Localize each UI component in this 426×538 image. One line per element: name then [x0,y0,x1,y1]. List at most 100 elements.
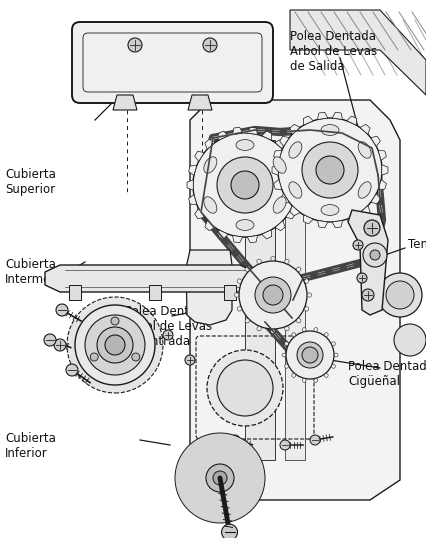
Polygon shape [280,136,289,146]
Polygon shape [317,112,328,119]
Circle shape [185,355,195,365]
Polygon shape [273,151,282,160]
Polygon shape [286,209,295,219]
Polygon shape [195,209,204,219]
Polygon shape [303,116,313,125]
Bar [149,285,161,300]
Polygon shape [195,151,204,161]
Text: Cubierta
Intermedia: Cubierta Intermedia [5,258,69,286]
Circle shape [285,259,289,264]
Ellipse shape [204,197,217,213]
Ellipse shape [321,204,339,215]
Polygon shape [297,180,303,190]
Circle shape [111,317,119,325]
Polygon shape [347,116,357,125]
Circle shape [263,285,283,305]
Circle shape [128,38,142,52]
Circle shape [394,324,426,356]
Circle shape [307,293,311,297]
Text: Polea Dentada
Cigüeñal: Polea Dentada Cigüeñal [348,360,426,388]
Circle shape [85,315,145,375]
Circle shape [231,171,259,199]
Circle shape [257,259,261,264]
Ellipse shape [321,125,339,136]
Circle shape [255,277,291,313]
Bar [285,140,305,460]
Circle shape [324,332,328,337]
Circle shape [296,267,301,272]
Circle shape [310,435,320,445]
Circle shape [90,353,98,361]
Polygon shape [290,10,426,95]
Circle shape [67,297,163,393]
Polygon shape [45,265,255,292]
Circle shape [217,360,273,416]
Polygon shape [247,236,257,243]
Circle shape [175,433,265,523]
Polygon shape [360,124,370,134]
Circle shape [271,257,275,261]
Circle shape [285,364,288,368]
Circle shape [297,342,323,368]
Bar [245,140,275,460]
Circle shape [378,273,422,317]
Polygon shape [347,215,357,224]
Circle shape [305,307,309,311]
Polygon shape [280,194,289,204]
Circle shape [230,435,240,445]
Circle shape [278,118,382,222]
Circle shape [364,220,380,236]
Polygon shape [186,250,232,325]
Polygon shape [371,194,380,204]
FancyBboxPatch shape [72,22,273,103]
Circle shape [302,142,358,198]
Circle shape [203,38,217,52]
Circle shape [370,250,380,260]
Polygon shape [290,206,300,216]
Polygon shape [187,180,193,190]
Polygon shape [190,100,400,500]
Polygon shape [290,124,300,134]
Circle shape [237,307,242,311]
Polygon shape [113,95,137,110]
Polygon shape [286,151,295,161]
Circle shape [239,261,307,329]
Polygon shape [273,180,282,189]
Circle shape [302,328,306,331]
Bar [69,285,81,300]
Ellipse shape [204,157,217,173]
Text: Cubierta
Superior: Cubierta Superior [5,168,56,196]
Circle shape [280,440,290,450]
Circle shape [296,318,301,323]
Polygon shape [303,215,313,224]
Circle shape [334,353,338,357]
Bar [224,285,236,300]
Circle shape [163,330,173,340]
Circle shape [331,342,335,345]
Ellipse shape [273,197,286,213]
Polygon shape [262,131,272,140]
Circle shape [54,339,66,351]
Circle shape [314,379,318,383]
Circle shape [282,353,286,357]
Circle shape [324,373,328,377]
Polygon shape [262,230,272,239]
Circle shape [234,293,239,297]
Circle shape [286,331,334,379]
Polygon shape [275,139,285,150]
Polygon shape [293,166,302,175]
Circle shape [245,267,250,272]
Polygon shape [218,131,228,140]
Circle shape [331,364,335,368]
Polygon shape [233,128,243,134]
Circle shape [305,279,309,284]
Circle shape [362,289,374,301]
Polygon shape [378,180,386,189]
Circle shape [217,157,273,213]
Polygon shape [275,221,285,231]
Circle shape [314,328,318,331]
Circle shape [132,353,140,361]
Circle shape [193,133,297,237]
Polygon shape [382,165,388,175]
Circle shape [56,304,68,316]
